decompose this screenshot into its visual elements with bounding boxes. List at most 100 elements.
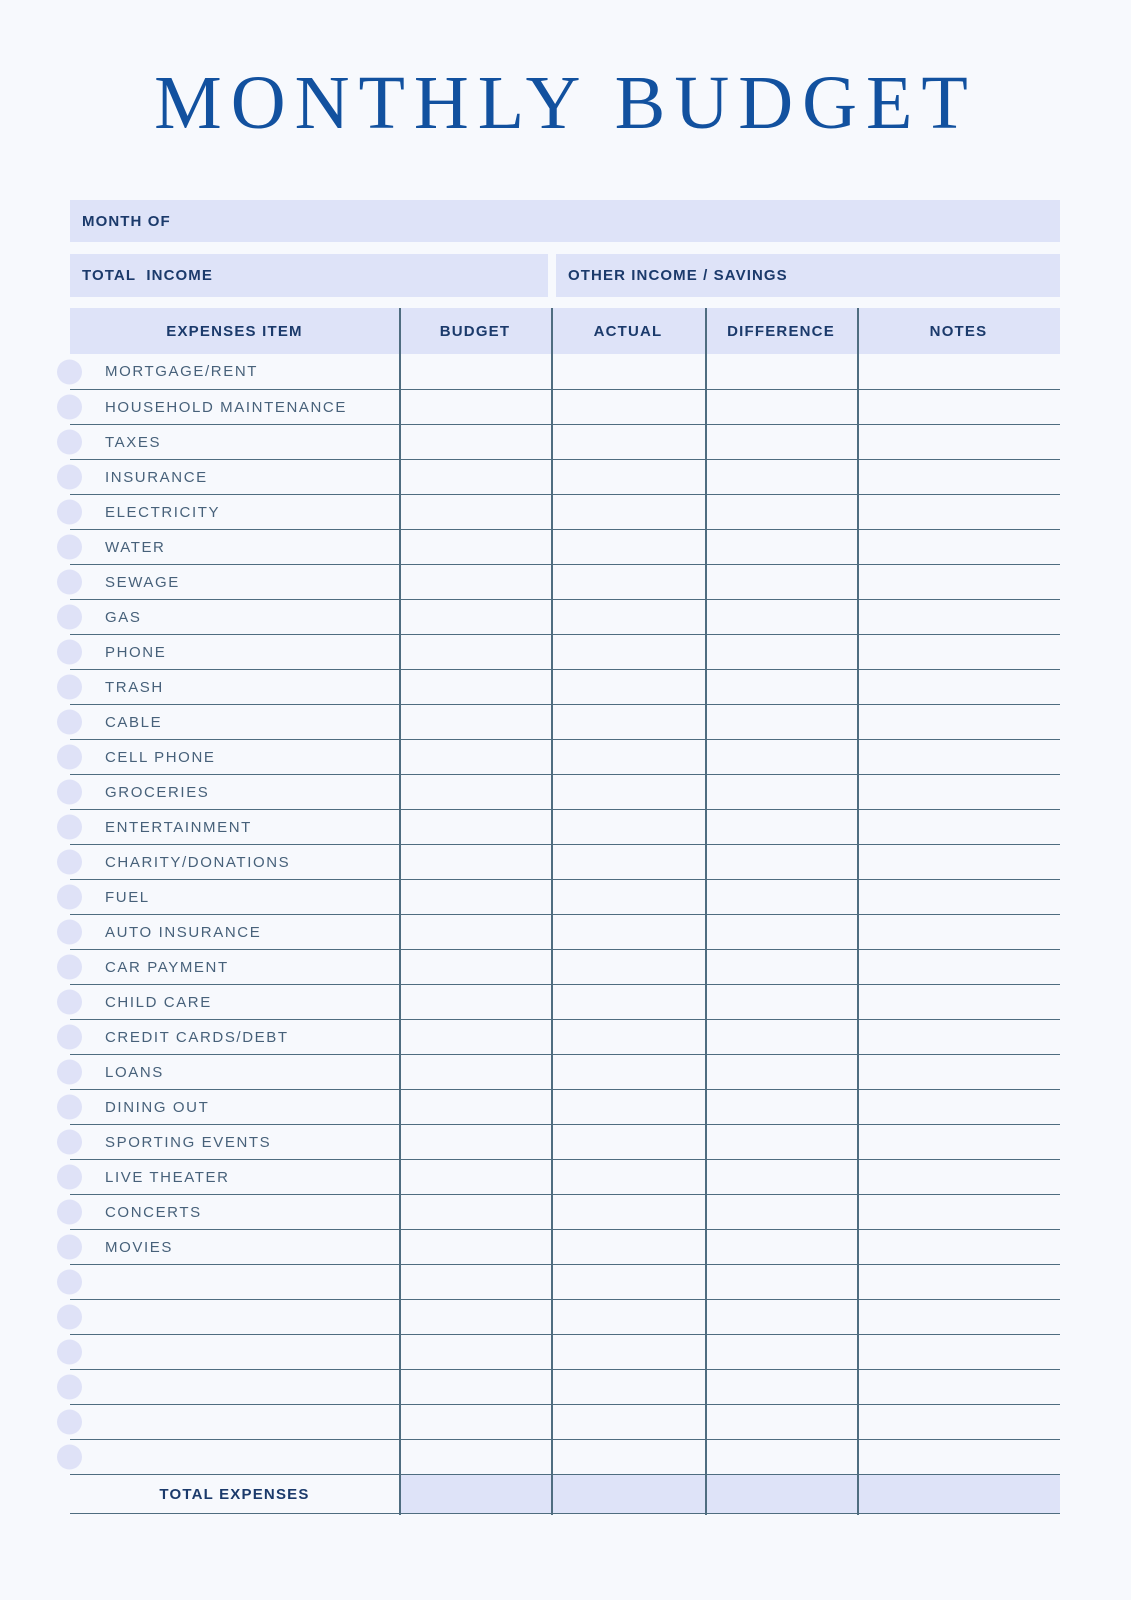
budget-cell[interactable]	[399, 1403, 551, 1439]
budget-cell[interactable]	[399, 1193, 551, 1229]
total-actual-cell[interactable]	[551, 1473, 705, 1515]
difference-cell[interactable]	[705, 1438, 857, 1474]
notes-cell[interactable]	[857, 633, 1060, 669]
budget-cell[interactable]	[399, 1158, 551, 1194]
budget-cell[interactable]	[399, 352, 551, 389]
actual-cell[interactable]	[551, 528, 705, 564]
budget-cell[interactable]	[399, 598, 551, 634]
notes-cell[interactable]	[857, 878, 1060, 914]
actual-cell[interactable]	[551, 808, 705, 844]
notes-cell[interactable]	[857, 1053, 1060, 1089]
actual-cell[interactable]	[551, 1263, 705, 1299]
actual-cell[interactable]	[551, 493, 705, 529]
budget-cell[interactable]	[399, 1228, 551, 1264]
budget-cell[interactable]	[399, 1123, 551, 1159]
notes-cell[interactable]	[857, 352, 1060, 389]
actual-cell[interactable]	[551, 458, 705, 494]
budget-cell[interactable]	[399, 1438, 551, 1474]
actual-cell[interactable]	[551, 703, 705, 739]
difference-cell[interactable]	[705, 528, 857, 564]
budget-cell[interactable]	[399, 843, 551, 879]
notes-cell[interactable]	[857, 1193, 1060, 1229]
notes-cell[interactable]	[857, 458, 1060, 494]
total-notes-cell[interactable]	[857, 1473, 1060, 1515]
difference-cell[interactable]	[705, 458, 857, 494]
notes-cell[interactable]	[857, 1088, 1060, 1124]
difference-cell[interactable]	[705, 1123, 857, 1159]
difference-cell[interactable]	[705, 808, 857, 844]
budget-cell[interactable]	[399, 1263, 551, 1299]
notes-cell[interactable]	[857, 1333, 1060, 1369]
actual-cell[interactable]	[551, 913, 705, 949]
notes-cell[interactable]	[857, 1403, 1060, 1439]
budget-cell[interactable]	[399, 983, 551, 1019]
difference-cell[interactable]	[705, 1193, 857, 1229]
difference-cell[interactable]	[705, 423, 857, 459]
difference-cell[interactable]	[705, 668, 857, 704]
actual-cell[interactable]	[551, 1123, 705, 1159]
budget-cell[interactable]	[399, 1368, 551, 1404]
actual-cell[interactable]	[551, 878, 705, 914]
budget-cell[interactable]	[399, 1333, 551, 1369]
difference-cell[interactable]	[705, 1333, 857, 1369]
notes-cell[interactable]	[857, 1298, 1060, 1334]
notes-cell[interactable]	[857, 808, 1060, 844]
total-budget-cell[interactable]	[399, 1473, 551, 1515]
actual-cell[interactable]	[551, 388, 705, 424]
other-income-savings-field[interactable]: OTHER INCOME / SAVINGS	[556, 254, 1060, 297]
notes-cell[interactable]	[857, 738, 1060, 774]
notes-cell[interactable]	[857, 388, 1060, 424]
notes-cell[interactable]	[857, 1228, 1060, 1264]
actual-cell[interactable]	[551, 1018, 705, 1054]
budget-cell[interactable]	[399, 913, 551, 949]
actual-cell[interactable]	[551, 843, 705, 879]
actual-cell[interactable]	[551, 633, 705, 669]
notes-cell[interactable]	[857, 668, 1060, 704]
budget-cell[interactable]	[399, 528, 551, 564]
difference-cell[interactable]	[705, 633, 857, 669]
notes-cell[interactable]	[857, 773, 1060, 809]
notes-cell[interactable]	[857, 1123, 1060, 1159]
actual-cell[interactable]	[551, 1368, 705, 1404]
actual-cell[interactable]	[551, 1158, 705, 1194]
budget-cell[interactable]	[399, 1053, 551, 1089]
actual-cell[interactable]	[551, 1053, 705, 1089]
notes-cell[interactable]	[857, 843, 1060, 879]
actual-cell[interactable]	[551, 1088, 705, 1124]
difference-cell[interactable]	[705, 563, 857, 599]
difference-cell[interactable]	[705, 1263, 857, 1299]
total-income-field[interactable]: TOTAL INCOME	[70, 254, 548, 297]
notes-cell[interactable]	[857, 563, 1060, 599]
notes-cell[interactable]	[857, 528, 1060, 564]
actual-cell[interactable]	[551, 738, 705, 774]
notes-cell[interactable]	[857, 598, 1060, 634]
actual-cell[interactable]	[551, 948, 705, 984]
difference-cell[interactable]	[705, 983, 857, 1019]
budget-cell[interactable]	[399, 1088, 551, 1124]
difference-cell[interactable]	[705, 352, 857, 389]
actual-cell[interactable]	[551, 352, 705, 389]
difference-cell[interactable]	[705, 703, 857, 739]
budget-cell[interactable]	[399, 773, 551, 809]
notes-cell[interactable]	[857, 423, 1060, 459]
budget-cell[interactable]	[399, 1018, 551, 1054]
difference-cell[interactable]	[705, 913, 857, 949]
notes-cell[interactable]	[857, 1018, 1060, 1054]
notes-cell[interactable]	[857, 493, 1060, 529]
difference-cell[interactable]	[705, 948, 857, 984]
difference-cell[interactable]	[705, 843, 857, 879]
month-of-field[interactable]: MONTH OF	[70, 200, 1060, 242]
difference-cell[interactable]	[705, 1403, 857, 1439]
budget-cell[interactable]	[399, 948, 551, 984]
difference-cell[interactable]	[705, 1298, 857, 1334]
total-difference-cell[interactable]	[705, 1473, 857, 1515]
budget-cell[interactable]	[399, 493, 551, 529]
notes-cell[interactable]	[857, 1368, 1060, 1404]
budget-cell[interactable]	[399, 563, 551, 599]
actual-cell[interactable]	[551, 563, 705, 599]
difference-cell[interactable]	[705, 1158, 857, 1194]
budget-cell[interactable]	[399, 668, 551, 704]
actual-cell[interactable]	[551, 423, 705, 459]
notes-cell[interactable]	[857, 1158, 1060, 1194]
actual-cell[interactable]	[551, 668, 705, 704]
